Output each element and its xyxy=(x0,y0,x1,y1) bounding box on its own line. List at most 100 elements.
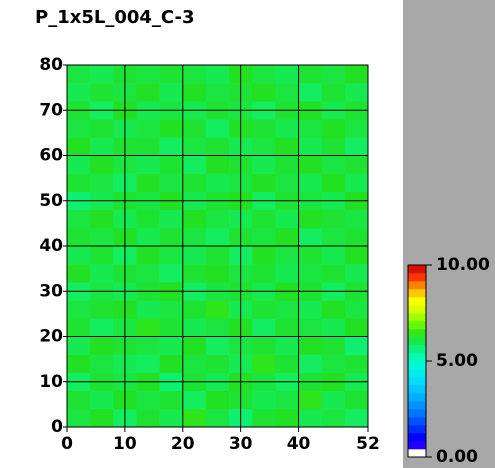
heat-cell xyxy=(67,173,91,192)
heat-cell xyxy=(136,65,160,84)
x-tick-label: 0 xyxy=(61,434,73,454)
heat-cell xyxy=(252,246,276,265)
heat-cell xyxy=(298,83,322,102)
heat-cell xyxy=(67,137,91,156)
heat-cell xyxy=(159,155,184,174)
heat-cell xyxy=(159,65,184,84)
heat-cell xyxy=(159,83,184,102)
heat-cell xyxy=(67,227,91,247)
chart-title: P_1x5L_004_C-3 xyxy=(35,7,195,28)
heat-cell xyxy=(90,209,114,229)
heat-cell xyxy=(136,318,160,337)
heat-cell xyxy=(275,246,299,265)
heat-cell xyxy=(205,318,230,337)
heat-cell xyxy=(67,264,91,283)
heat-cell xyxy=(90,173,114,192)
heat-cell xyxy=(344,318,369,337)
colorbar-segment xyxy=(408,281,426,290)
heat-cell xyxy=(344,83,369,102)
heat-cell xyxy=(298,137,322,156)
heat-cell xyxy=(67,65,91,84)
colorbar-segment xyxy=(408,337,426,346)
colorbar-segment xyxy=(408,393,426,402)
heat-cell xyxy=(136,264,160,283)
heat-cell xyxy=(275,119,299,138)
x-tick-label: 10 xyxy=(113,434,137,454)
heat-cell xyxy=(136,209,160,229)
heat-cell xyxy=(90,264,114,283)
heat-cell xyxy=(90,83,114,102)
heat-cell xyxy=(205,119,230,138)
heat-cell xyxy=(344,137,369,156)
heat-cell xyxy=(344,354,369,373)
heat-cell xyxy=(252,408,276,428)
heat-cell xyxy=(252,264,276,283)
y-tick-label: 20 xyxy=(39,327,63,347)
colorbar-segment xyxy=(408,329,426,338)
heat-cell xyxy=(321,336,346,355)
heat-cell xyxy=(90,390,114,410)
heat-cell xyxy=(275,336,299,355)
colorbar-tick-label: 0.00 xyxy=(436,447,478,467)
heat-cell xyxy=(298,336,322,355)
heat-cell xyxy=(275,264,299,283)
heat-cell xyxy=(298,227,322,247)
heat-cell xyxy=(136,408,160,428)
heat-cell xyxy=(90,336,114,355)
heat-cell xyxy=(252,155,276,174)
heat-cell xyxy=(159,209,184,229)
heat-cell xyxy=(90,227,114,247)
heat-cell xyxy=(90,318,114,337)
heat-cell xyxy=(344,65,369,84)
heat-cell xyxy=(344,246,369,265)
heat-cell xyxy=(321,300,346,319)
heat-cell xyxy=(159,390,184,410)
x-tick-label: 20 xyxy=(171,434,195,454)
heat-cell xyxy=(275,390,299,410)
colorbar-segment xyxy=(408,289,426,298)
heat-cell xyxy=(275,318,299,337)
heat-cell xyxy=(205,83,230,102)
heat-cell xyxy=(159,227,184,247)
heat-cell xyxy=(182,137,207,156)
heat-cell xyxy=(182,264,207,283)
heat-cell xyxy=(205,155,230,174)
heat-cell xyxy=(252,65,276,84)
y-tick-label: 40 xyxy=(39,236,63,256)
heat-cell xyxy=(67,318,91,337)
heat-cell xyxy=(205,227,230,247)
heat-cell xyxy=(298,390,322,410)
heat-cell xyxy=(298,173,322,192)
heat-cell xyxy=(344,227,369,247)
heat-cell xyxy=(90,246,114,265)
heat-cell xyxy=(321,173,346,192)
heat-cell xyxy=(321,119,346,138)
heat-cell xyxy=(182,227,207,247)
heat-cell xyxy=(252,209,276,229)
heat-cell xyxy=(275,227,299,247)
y-tick-label: 10 xyxy=(39,372,63,392)
heat-cell xyxy=(321,137,346,156)
heat-cell xyxy=(182,209,207,229)
heat-cell xyxy=(90,119,114,138)
heat-cell xyxy=(252,300,276,319)
heat-cell xyxy=(298,65,322,84)
heat-cell xyxy=(205,65,230,84)
y-tick-label: 30 xyxy=(39,281,63,301)
heat-cell xyxy=(252,83,276,102)
colorbar-segment xyxy=(408,321,426,330)
heat-cell xyxy=(182,300,207,319)
heat-cell xyxy=(252,318,276,337)
heat-cell xyxy=(90,65,114,84)
y-tick-label: 80 xyxy=(39,55,63,75)
heat-cell xyxy=(252,137,276,156)
colorbar-segment xyxy=(408,353,426,362)
heat-cell xyxy=(159,119,184,138)
colorbar-tick-label: 5.00 xyxy=(436,351,478,371)
heat-cell xyxy=(136,137,160,156)
heat-cell xyxy=(252,354,276,373)
heat-cell xyxy=(321,390,346,410)
heat-cell xyxy=(159,173,184,192)
heat-cell xyxy=(159,137,184,156)
